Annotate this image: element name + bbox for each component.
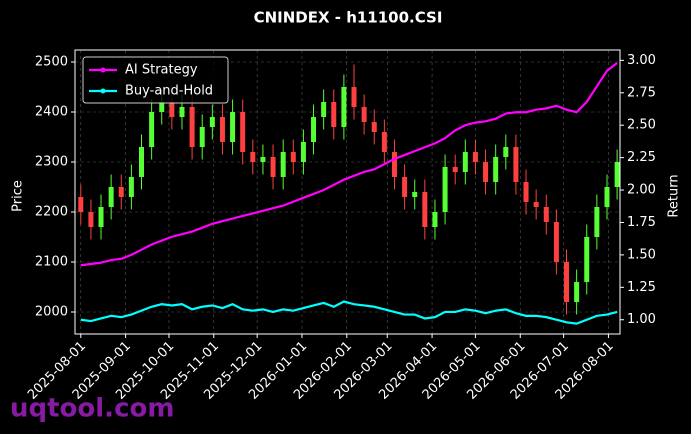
candle-body <box>149 112 155 147</box>
y2-tick-label: 1.25 <box>627 280 656 295</box>
candle-body <box>432 212 438 227</box>
candle-body <box>300 142 306 162</box>
candle-body <box>250 152 256 162</box>
candle-body <box>422 192 428 227</box>
chart-title: CNINDEX - h11100.CSI <box>254 9 443 27</box>
candle-body <box>321 102 327 117</box>
watermark: uqtool.com <box>10 394 174 424</box>
series-line <box>80 62 618 267</box>
candle-body <box>483 162 489 182</box>
legend-label: AI Strategy <box>125 63 198 78</box>
y2-tick-label: 2.25 <box>627 150 656 165</box>
y2-tick-label: 2.50 <box>627 118 656 133</box>
y-tick-label: 2000 <box>35 305 68 320</box>
candle-body <box>533 202 539 207</box>
candle-body <box>452 167 458 172</box>
candle-body <box>513 147 519 182</box>
candle-body <box>189 107 195 147</box>
candle-body <box>260 157 266 162</box>
candle-body <box>280 152 286 177</box>
plot-frame <box>74 49 621 335</box>
candle-body <box>240 112 246 152</box>
candle-body <box>361 107 367 122</box>
candle-body <box>219 117 225 142</box>
y-axis-label: Price <box>11 180 26 212</box>
legend-marker <box>100 88 106 94</box>
candle-body <box>98 207 104 227</box>
y2-tick-label: 1.00 <box>627 312 656 327</box>
candle-body <box>118 187 124 197</box>
legend-box <box>82 56 229 104</box>
y-tick-label: 2500 <box>35 55 68 70</box>
candle-body <box>543 207 549 222</box>
candle-body <box>159 102 165 112</box>
candle-body <box>503 147 509 157</box>
candle-body <box>553 222 559 262</box>
y2-tick-label: 1.50 <box>627 247 656 262</box>
candle-body <box>331 102 337 127</box>
candle-body <box>169 102 175 117</box>
candle-body <box>88 212 94 227</box>
candle-body <box>614 162 620 187</box>
y-tick-label: 2400 <box>35 105 68 120</box>
candle-body <box>604 187 610 207</box>
candle-body <box>270 157 276 177</box>
y-tick-label: 2300 <box>35 155 68 170</box>
candle-body <box>523 182 529 202</box>
y2-tick-label: 2.75 <box>627 85 656 100</box>
candle-body <box>108 187 114 207</box>
y2-tick-label: 2.00 <box>627 183 656 198</box>
candle-body <box>564 262 570 302</box>
candle-body <box>381 132 387 152</box>
candle-body <box>199 127 205 147</box>
y2-axis-label: Return <box>667 174 682 217</box>
candle-body <box>128 177 134 197</box>
y2-tick-label: 1.75 <box>627 215 656 230</box>
candle-body <box>351 87 357 107</box>
legend-label: Buy-and-Hold <box>125 84 213 99</box>
candle-body <box>402 177 408 197</box>
candle-body <box>311 117 317 142</box>
legend-marker <box>100 67 106 73</box>
candle-body <box>230 112 236 142</box>
candle-body <box>138 147 144 177</box>
candle-body <box>341 87 347 127</box>
series-line <box>80 300 618 325</box>
y-tick-label: 2100 <box>35 255 68 270</box>
candle-body <box>391 152 397 177</box>
legend: AI Strategy Buy-and-Hold <box>82 56 229 104</box>
candle-body <box>209 117 215 127</box>
candle-body <box>412 192 418 197</box>
candle-body <box>290 152 296 162</box>
candle-body <box>78 197 84 212</box>
candle-body <box>371 122 377 132</box>
candle-body <box>594 207 600 237</box>
candle-body <box>493 157 499 182</box>
y-tick-label: 2200 <box>35 205 68 220</box>
candle-body <box>574 282 580 302</box>
candle-body <box>472 152 478 162</box>
candle-body <box>462 152 468 172</box>
candle-body <box>179 107 185 117</box>
candle-body <box>442 167 448 212</box>
candle-body <box>584 237 590 282</box>
y2-tick-label: 3.00 <box>627 53 656 68</box>
